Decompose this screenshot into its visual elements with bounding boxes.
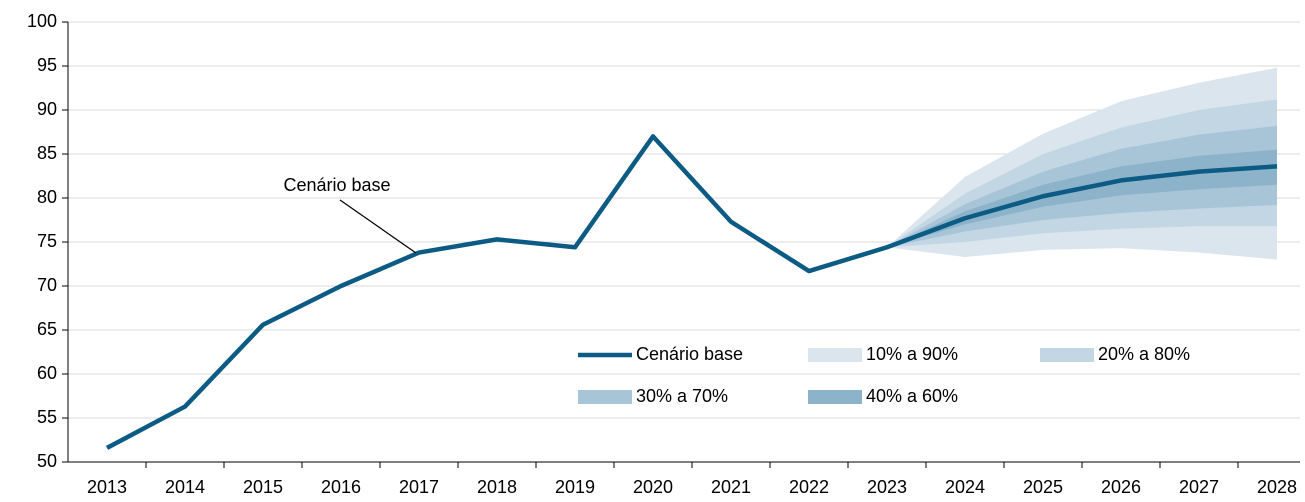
y-tick-label: 55: [37, 407, 57, 427]
legend-label: 20% a 80%: [1098, 344, 1190, 364]
y-tick-label: 85: [37, 143, 57, 163]
x-tick-label: 2023: [867, 477, 907, 497]
y-tick-label: 60: [37, 363, 57, 383]
x-tick-label: 2024: [945, 477, 985, 497]
x-tick-label: 2013: [87, 477, 127, 497]
legend-label: 30% a 70%: [636, 386, 728, 406]
x-tick-label: 2028: [1257, 477, 1297, 497]
x-tick-label: 2019: [555, 477, 595, 497]
y-tick-label: 65: [37, 319, 57, 339]
x-tick-label: 2020: [633, 477, 673, 497]
x-tick-label: 2018: [477, 477, 517, 497]
annotation-pointer: [339, 199, 417, 254]
legend-swatch: [1040, 348, 1094, 362]
y-tick-label: 75: [37, 231, 57, 251]
annotation: Cenário base: [283, 175, 390, 195]
legend-swatch: [578, 390, 632, 404]
x-tick-label: 2027: [1179, 477, 1219, 497]
legend-swatch: [808, 348, 862, 362]
x-tick-label: 2026: [1101, 477, 1141, 497]
legend-label: 40% a 60%: [866, 386, 958, 406]
y-tick-label: 80: [37, 187, 57, 207]
y-tick-label: 90: [37, 99, 57, 119]
y-tick-label: 95: [37, 55, 57, 75]
x-tick-label: 2017: [399, 477, 439, 497]
y-tick-label: 70: [37, 275, 57, 295]
plot-area: 50 55 60 65 70 75 80 85 90 95 100 2013 2014 2015 2016 2…: [27, 11, 1300, 497]
legend: Cenário base 10% a 90% 20% a 80% 30% a 70% 4…: [578, 344, 1190, 406]
x-tick-label: 2021: [711, 477, 751, 497]
x-tick-label: 2015: [243, 477, 283, 497]
y-tick-label: 100: [27, 11, 57, 31]
x-tick-label: 2016: [321, 477, 361, 497]
legend-swatch: [808, 390, 862, 404]
legend-label: 10% a 90%: [866, 344, 958, 364]
x-tick-label: 2025: [1023, 477, 1063, 497]
legend-label: Cenário base: [636, 344, 743, 364]
line: [105, 134, 1278, 450]
y-tick-label: 50: [37, 451, 57, 471]
x-tick-label: 2022: [789, 477, 829, 497]
x-tick-label: 2014: [165, 477, 205, 497]
